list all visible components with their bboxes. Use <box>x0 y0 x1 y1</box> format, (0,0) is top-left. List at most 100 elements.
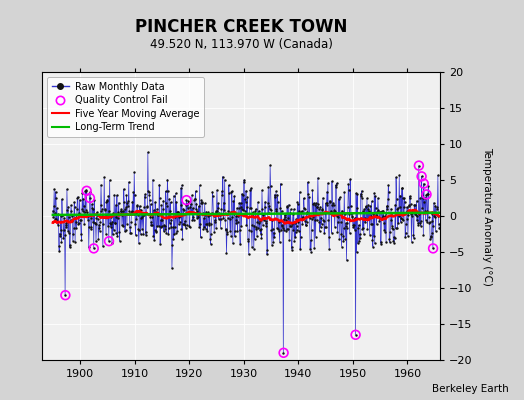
Point <box>101 212 110 218</box>
Point <box>412 212 420 218</box>
Point <box>345 230 354 236</box>
Point <box>308 187 316 194</box>
Point <box>430 213 439 219</box>
Point <box>72 225 81 232</box>
Point <box>211 217 219 224</box>
Point <box>56 230 64 237</box>
Point <box>376 208 384 215</box>
Point <box>377 208 386 214</box>
Point <box>403 208 412 214</box>
Point <box>391 202 399 208</box>
Point <box>127 209 136 215</box>
Point <box>162 200 170 206</box>
Point <box>417 218 425 224</box>
Point <box>180 221 189 228</box>
Point <box>149 233 158 240</box>
Point <box>188 217 196 223</box>
Point <box>88 224 96 230</box>
Point <box>118 222 126 228</box>
Point <box>168 265 176 272</box>
Point <box>99 221 107 227</box>
Point <box>249 209 257 215</box>
Point <box>90 245 98 252</box>
Point <box>80 220 89 227</box>
Point <box>346 203 355 209</box>
Point <box>372 212 380 219</box>
Point <box>90 245 98 252</box>
Point <box>100 214 108 220</box>
Point <box>342 222 350 229</box>
Point <box>111 220 119 226</box>
Point <box>141 191 149 198</box>
Point <box>276 204 285 211</box>
Point <box>161 226 169 232</box>
Point <box>171 190 180 196</box>
Point <box>81 188 89 194</box>
Point <box>70 204 79 210</box>
Point <box>358 226 367 233</box>
Point <box>213 187 221 194</box>
Point <box>233 228 242 234</box>
Point <box>174 209 182 215</box>
Point <box>244 237 253 244</box>
Point <box>265 210 273 216</box>
Point <box>284 214 292 221</box>
Point <box>307 227 315 234</box>
Point <box>270 192 279 198</box>
Point <box>251 208 259 214</box>
Point <box>50 210 59 216</box>
Point <box>176 219 184 226</box>
Point <box>326 198 334 205</box>
Point <box>218 188 226 194</box>
Point <box>386 229 395 236</box>
Point <box>237 204 245 211</box>
Point <box>408 212 416 219</box>
Point <box>73 206 81 212</box>
Point <box>221 176 229 183</box>
Point <box>205 222 213 228</box>
Point <box>281 217 290 223</box>
Point <box>61 292 70 298</box>
Point <box>105 177 114 183</box>
Point <box>220 200 228 206</box>
Point <box>339 238 347 245</box>
Point <box>160 228 168 234</box>
Point <box>292 216 300 222</box>
Point <box>433 204 441 210</box>
Point <box>249 212 257 219</box>
Point <box>367 198 376 205</box>
Point <box>359 208 367 214</box>
Point <box>297 234 305 240</box>
Point <box>270 234 278 240</box>
Point <box>336 219 345 226</box>
Point <box>135 240 143 246</box>
Point <box>348 222 357 229</box>
Point <box>154 212 162 218</box>
Point <box>125 224 134 230</box>
Point <box>231 227 239 234</box>
Point <box>320 230 329 236</box>
Point <box>191 188 200 194</box>
Point <box>118 208 127 214</box>
Point <box>235 204 243 211</box>
Point <box>381 228 389 235</box>
Point <box>395 213 403 219</box>
Point <box>179 221 187 228</box>
Point <box>108 218 116 225</box>
Point <box>113 233 122 240</box>
Point <box>342 257 351 264</box>
Point <box>202 221 210 228</box>
Point <box>414 162 423 169</box>
Point <box>94 216 102 223</box>
Point <box>288 220 297 227</box>
Point <box>369 233 378 239</box>
Point <box>70 224 78 231</box>
Point <box>350 222 358 229</box>
Point <box>97 202 106 209</box>
Point <box>67 208 75 214</box>
Point <box>376 239 385 245</box>
Point <box>429 222 438 229</box>
Point <box>91 220 99 226</box>
Point <box>82 186 90 193</box>
Point <box>403 233 412 239</box>
